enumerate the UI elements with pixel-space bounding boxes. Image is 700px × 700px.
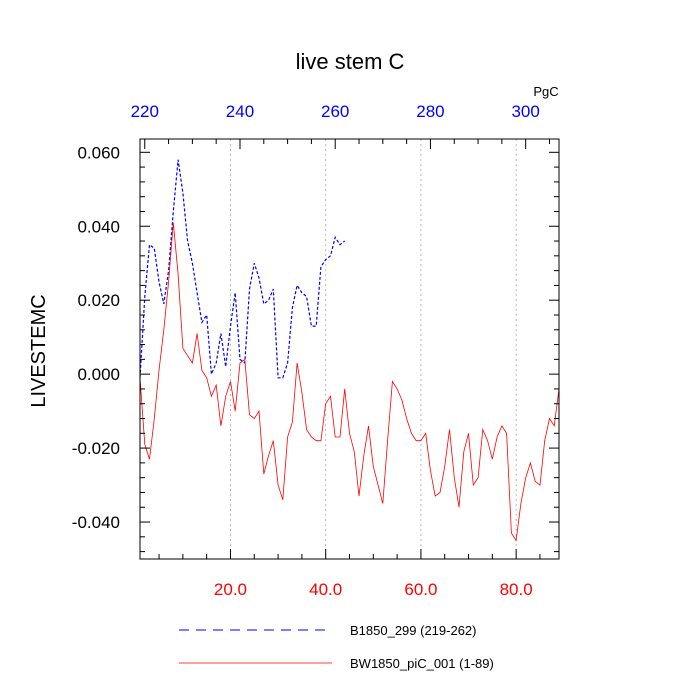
y-axis-label: LIVESTEMC bbox=[28, 294, 50, 407]
series-b1850-299-line bbox=[139, 159, 346, 379]
top-tick-label: 300 bbox=[511, 102, 539, 121]
series-bw1850-pic-001-line bbox=[139, 222, 560, 542]
legend-label: BW1850_piC_001 (1-89) bbox=[350, 656, 494, 671]
series-layer bbox=[139, 159, 560, 542]
bottom-tick-label: 40.0 bbox=[309, 580, 342, 599]
tick-layer: 20.0 40.0 60.0 80.0 220 240 260 280 300 0.060 0.04… bbox=[72, 102, 559, 599]
y-tick-label: 0.000 bbox=[77, 365, 120, 384]
chart-title: live stem C bbox=[296, 49, 405, 74]
legend: B1850_299 (219-262) BW1850_piC_001 (1-89) bbox=[179, 623, 494, 671]
plot-frame bbox=[139, 138, 560, 560]
units-label: PgC bbox=[533, 84, 558, 99]
top-tick-label: 220 bbox=[131, 102, 159, 121]
y-tick-label: -0.040 bbox=[72, 513, 120, 532]
y-tick-label: 0.040 bbox=[77, 217, 120, 236]
bottom-tick-label: 20.0 bbox=[214, 580, 247, 599]
y-tick-label: 0.020 bbox=[77, 291, 120, 310]
bottom-tick-label: 60.0 bbox=[404, 580, 437, 599]
top-tick-label: 280 bbox=[416, 102, 444, 121]
y-tick-label: -0.020 bbox=[72, 439, 120, 458]
bottom-tick-label: 80.0 bbox=[500, 580, 533, 599]
y-tick-label: 0.060 bbox=[77, 143, 120, 162]
grid-layer bbox=[230, 139, 517, 559]
legend-label: B1850_299 (219-262) bbox=[350, 623, 477, 638]
top-tick-label: 240 bbox=[226, 102, 254, 121]
top-tick-label: 260 bbox=[321, 102, 349, 121]
